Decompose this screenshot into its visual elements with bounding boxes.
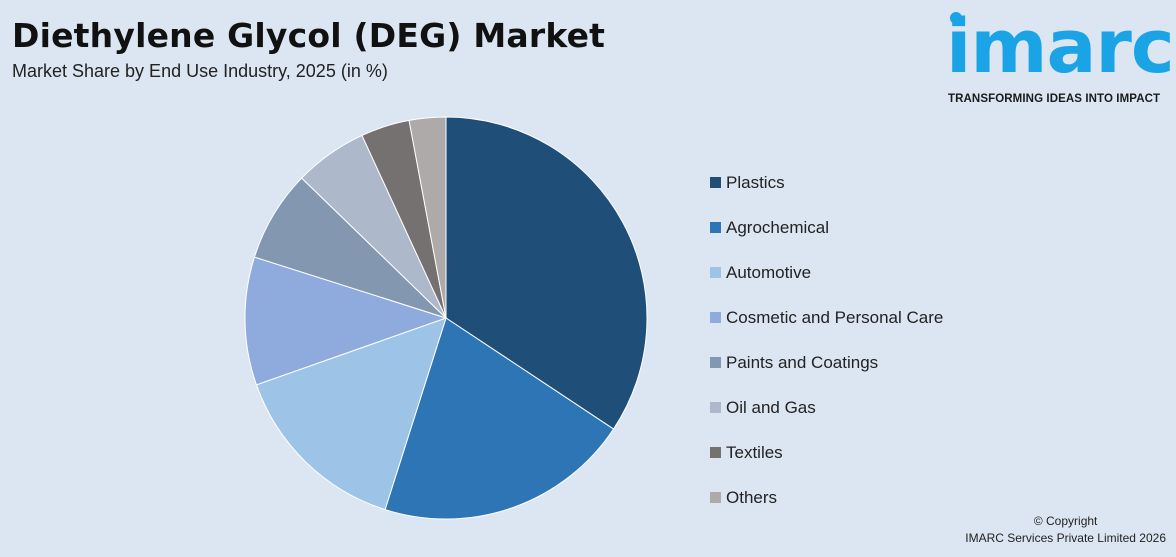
pie-slice-agrochemical xyxy=(384,317,615,520)
legend-item-plastics: Plastics xyxy=(710,160,943,205)
legend-swatch xyxy=(710,492,721,503)
legend-item-others: Others xyxy=(710,475,943,520)
legend-swatch xyxy=(710,312,721,323)
legend-item-paints-and-coatings: Paints and Coatings xyxy=(710,340,943,385)
pie-slice-cosmetic-and-personal-care xyxy=(244,256,448,386)
pie-slice-automotive xyxy=(255,317,447,511)
legend-label: Automotive xyxy=(726,262,812,282)
legend-item-oil-and-gas: Oil and Gas xyxy=(710,385,943,430)
pie-chart xyxy=(244,116,648,520)
legend-item-agrochemical: Agrochemical xyxy=(710,205,943,250)
legend-swatch xyxy=(710,222,721,233)
legend-label: Cosmetic and Personal Care xyxy=(726,307,944,327)
imarc-logo: imarc TRANSFORMING IDEAS INTO IMPACT xyxy=(946,4,1175,110)
legend-item-automotive: Automotive xyxy=(710,250,943,295)
legend-label: Agrochemical xyxy=(726,217,829,237)
legend-swatch xyxy=(710,447,721,458)
legend-swatch xyxy=(710,177,721,188)
logo-wordmark: imarc xyxy=(946,4,1175,90)
chart-subtitle: Market Share by End Use Industry, 2025 (… xyxy=(12,61,388,81)
pie-slice-others xyxy=(408,116,447,319)
chart-title: Diethylene Glycol (DEG) Market xyxy=(12,16,606,55)
legend-item-cosmetic-and-personal-care: Cosmetic and Personal Care xyxy=(710,295,943,340)
legend-label: Plastics xyxy=(726,172,785,192)
logo-tagline: TRANSFORMING IDEAS INTO IMPACT xyxy=(948,93,1161,105)
legend-swatch xyxy=(710,402,721,413)
legend-label: Paints and Coatings xyxy=(726,352,879,372)
logo-dot-icon xyxy=(950,12,962,24)
copyright-line-1: © Copyright xyxy=(1033,514,1098,528)
legend-swatch xyxy=(710,357,721,368)
legend-item-textiles: Textiles xyxy=(710,430,943,475)
legend-label: Textiles xyxy=(726,442,783,462)
legend-label: Others xyxy=(726,487,778,507)
legend-label: Oil and Gas xyxy=(726,397,816,417)
copyright-notice: © Copyright IMARC Services Private Limit… xyxy=(965,513,1166,547)
legend-swatch xyxy=(710,267,721,278)
copyright-line-2: IMARC Services Private Limited 2026 xyxy=(965,531,1166,545)
chart-legend: Plastics Agrochemical Automotive Cosmetic a… xyxy=(710,160,943,520)
